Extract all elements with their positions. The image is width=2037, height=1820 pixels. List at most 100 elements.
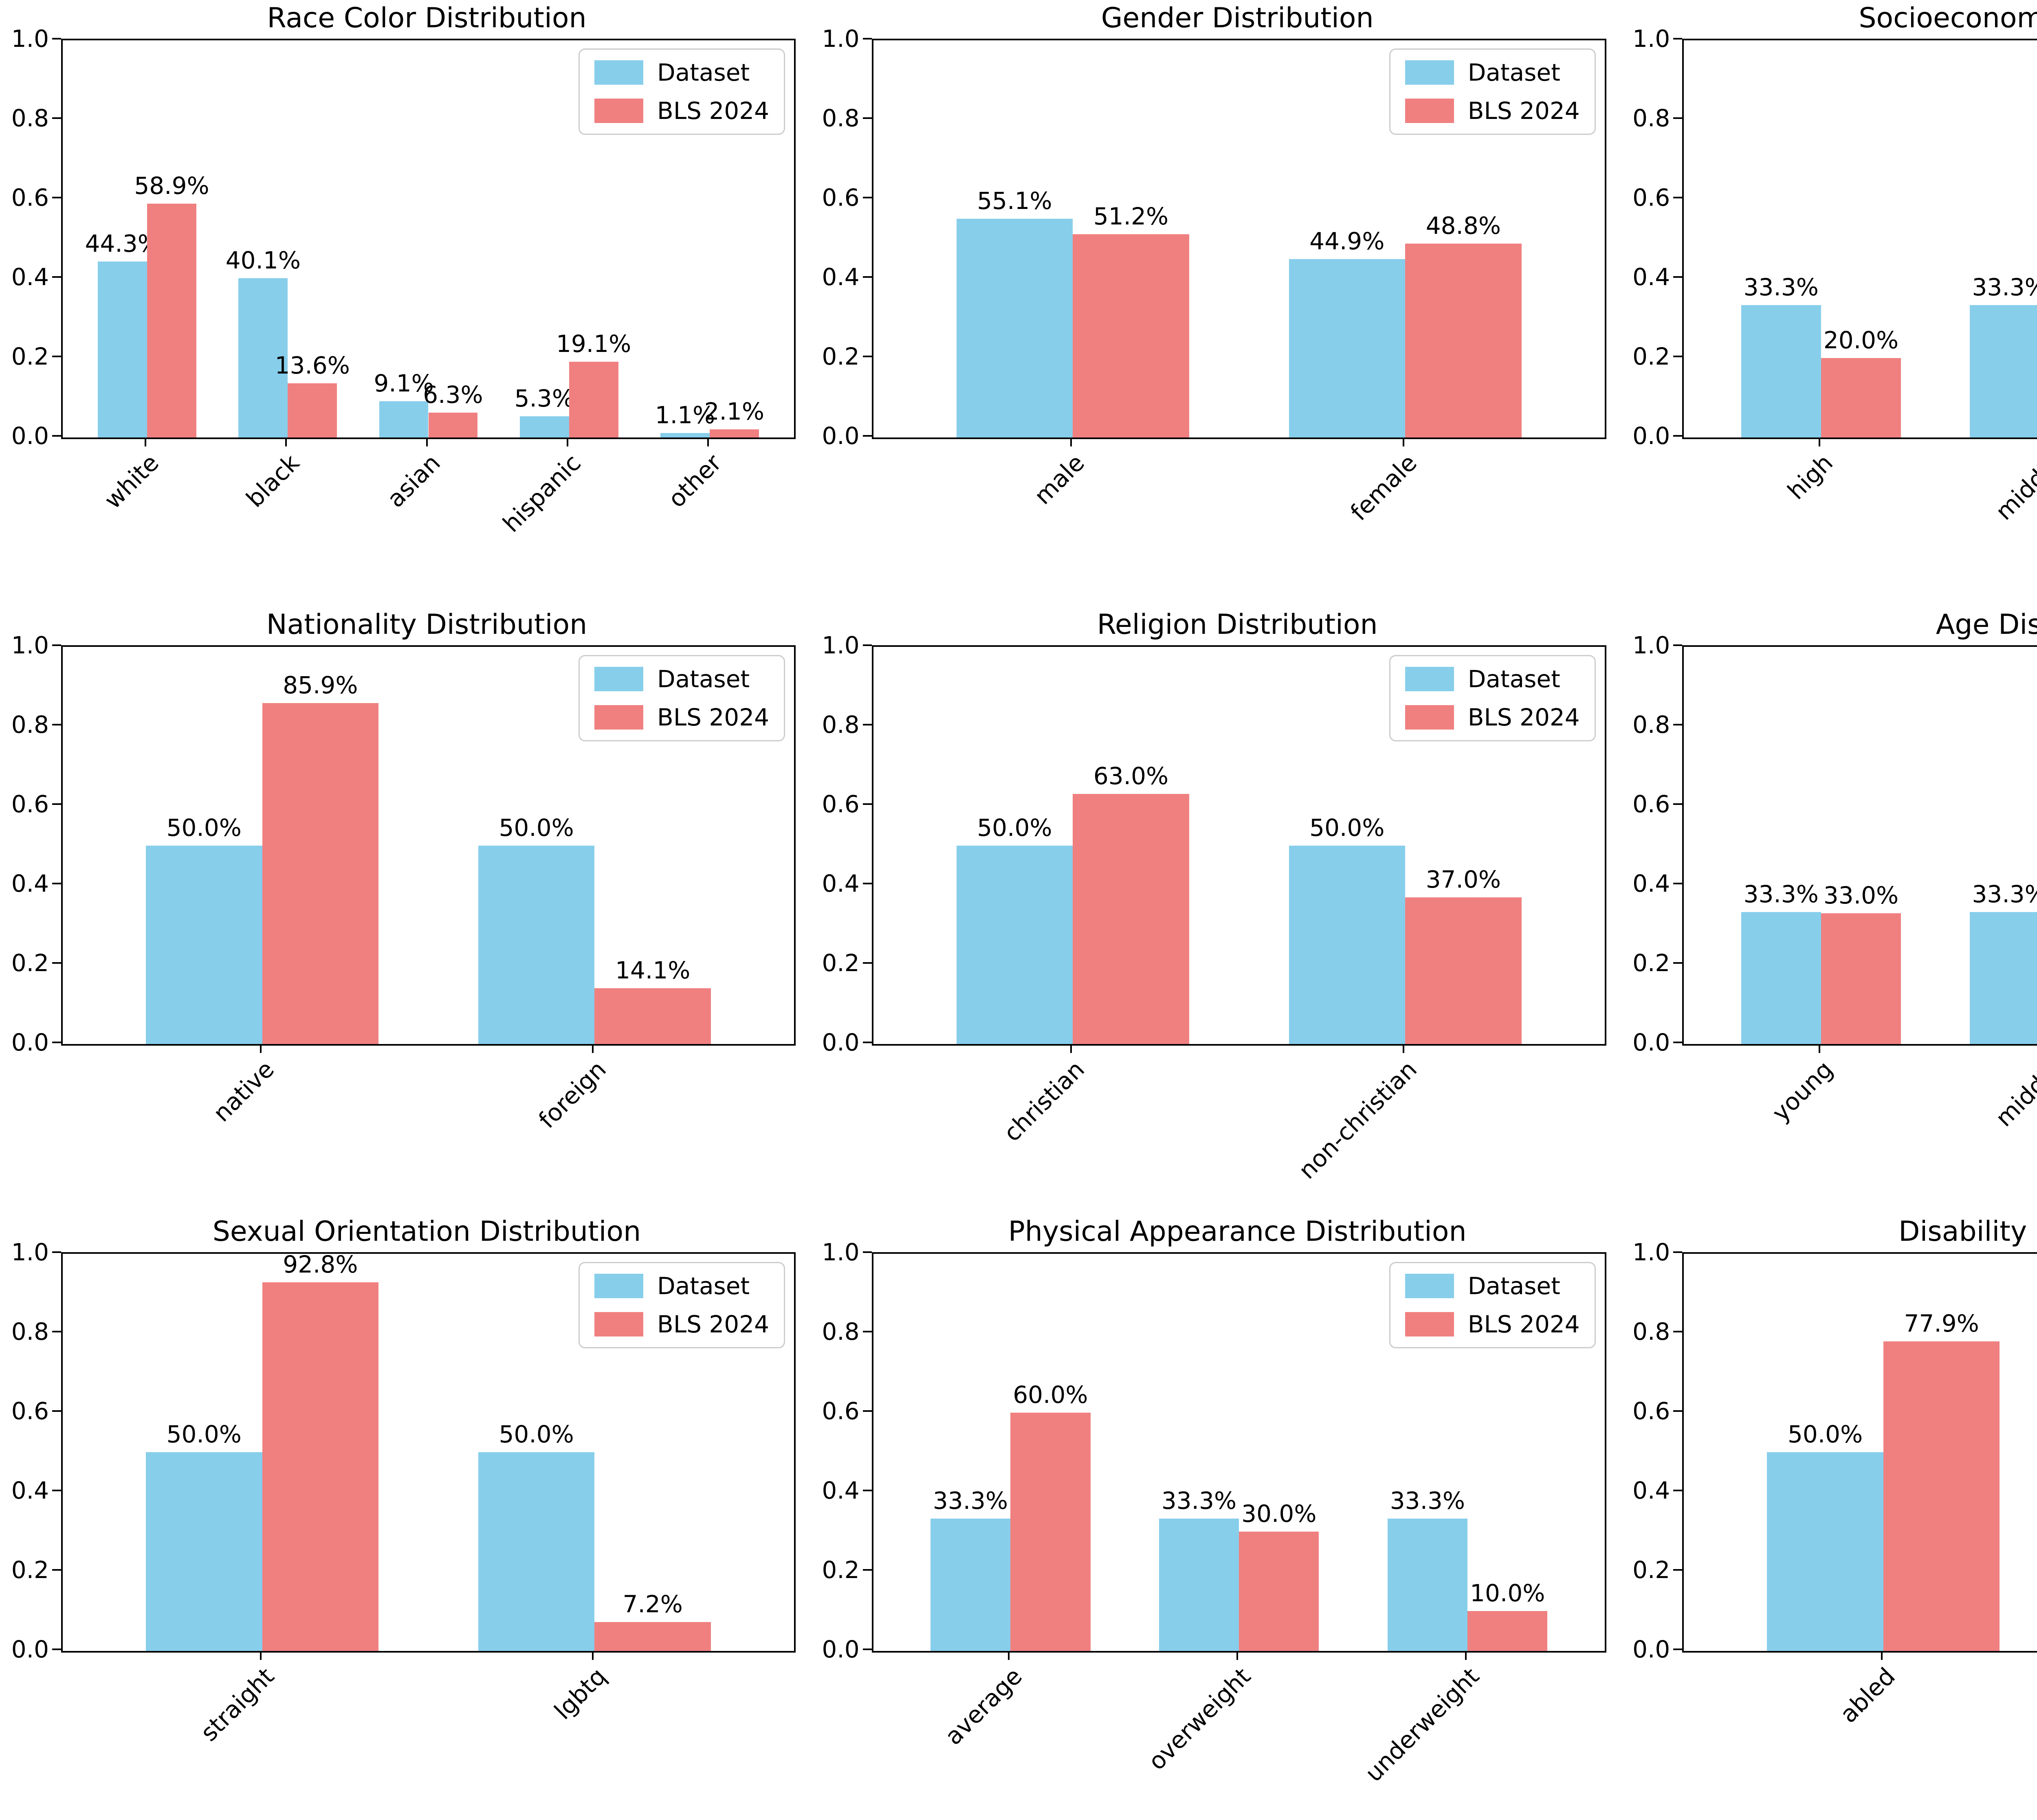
legend-item: BLS 2024	[594, 704, 769, 730]
bar-value-label: 37.0%	[1425, 865, 1501, 893]
legend-label: BLS 2024	[657, 1310, 769, 1338]
legend-label: BLS 2024	[657, 97, 769, 125]
bar-dataset	[478, 1452, 595, 1651]
bar-value-label: 55.1%	[977, 187, 1052, 215]
bar-value-label: 50.0%	[1309, 813, 1385, 842]
y-tick	[862, 1042, 872, 1044]
plot-area: 55.1% 51.2% 44.9% 48.8% Dataset BLS 2024	[871, 39, 1606, 439]
y-tick	[52, 803, 61, 805]
bar-value-label: 33.3%	[1390, 1486, 1465, 1514]
y-tick-label: 1.0	[11, 1238, 49, 1266]
bar-dataset	[660, 433, 710, 437]
y-tick	[862, 1489, 872, 1491]
y-tick	[52, 197, 61, 198]
bar-bls-2024	[262, 703, 379, 1044]
y-tick	[862, 1251, 872, 1253]
legend-swatch-bls-2024	[1405, 99, 1454, 123]
legend-label: Dataset	[1467, 59, 1560, 86]
legend: Dataset BLS 2024	[579, 1262, 785, 1348]
bar-bls-2024	[1073, 234, 1189, 437]
chart-title: Socioeconomic Distribution	[1859, 2, 2037, 34]
bar-dataset	[1159, 1518, 1239, 1651]
bar-value-label: 60.0%	[1013, 1380, 1088, 1409]
y-tick	[1673, 1330, 1683, 1332]
x-tick	[1008, 1651, 1010, 1660]
bar-bls-2024	[1073, 794, 1189, 1044]
bar-dataset	[1741, 912, 1821, 1044]
y-tick	[862, 197, 872, 198]
plot-area: 33.3% 60.0% 33.3% 30.0% 33.3% 10.0% Dataset BLS…	[871, 1252, 1606, 1653]
legend-item: Dataset	[594, 1273, 769, 1299]
y-tick-label: 0.4	[1632, 263, 1670, 291]
y-tick-label: 0.6	[11, 1397, 49, 1425]
legend-item: Dataset	[1405, 1273, 1580, 1299]
bar-bls-2024	[594, 988, 711, 1044]
x-tick-label: young	[1766, 1055, 1838, 1127]
y-tick	[52, 1569, 61, 1571]
y-tick-label: 1.0	[11, 25, 49, 53]
bar-dataset	[930, 1518, 1011, 1651]
y-tick-label: 0.8	[11, 1317, 49, 1345]
y-tick-label: 1.0	[1632, 1238, 1670, 1266]
legend-label: BLS 2024	[1467, 703, 1580, 732]
x-tick-label: lgbtq	[549, 1662, 612, 1725]
legend: Dataset BLS 2024	[1389, 1262, 1596, 1348]
y-tick	[862, 724, 872, 726]
y-tick-label: 0.6	[822, 1397, 860, 1425]
y-tick	[1673, 1569, 1683, 1571]
legend-label: BLS 2024	[1467, 97, 1580, 125]
chart-title: Sexual Orientation Distribution	[212, 1215, 641, 1248]
y-tick	[1673, 117, 1683, 119]
y-tick-label: 0.6	[1632, 790, 1670, 818]
y-tick-label: 0.4	[822, 1476, 860, 1504]
x-tick	[1818, 1044, 1820, 1053]
bar-bls-2024	[1405, 244, 1522, 437]
y-tick-label: 1.0	[1632, 631, 1670, 659]
x-tick-label: middle	[1990, 448, 2037, 526]
y-tick-label: 0.4	[822, 263, 860, 291]
legend-swatch-bls-2024	[594, 705, 644, 730]
bar-dataset	[1767, 1452, 1883, 1651]
y-tick-label: 0.8	[1632, 104, 1670, 132]
bar-dataset	[956, 218, 1073, 437]
x-tick-label: foreign	[533, 1055, 612, 1134]
chart-title: Religion Distribution	[1097, 609, 1378, 641]
bar-value-label: 33.3%	[1972, 880, 2037, 908]
y-tick	[862, 435, 872, 437]
x-tick	[145, 437, 147, 446]
y-tick	[52, 1489, 61, 1491]
x-tick-label: high	[1782, 448, 1838, 505]
y-tick	[1673, 724, 1683, 726]
x-tick-label: overweight	[1143, 1662, 1256, 1776]
bar-value-label: 44.9%	[1309, 227, 1385, 255]
y-tick	[862, 644, 872, 646]
y-tick-label: 0.6	[1632, 1397, 1670, 1425]
chart-title: Physical Appearance Distribution	[1008, 1215, 1467, 1248]
x-tick	[707, 437, 709, 446]
x-tick	[1465, 1651, 1467, 1660]
y-tick	[52, 117, 61, 119]
bar-bls-2024	[1467, 1611, 1548, 1651]
bar-value-label: 40.0%	[2024, 854, 2037, 880]
chart-title: Nationality Distribution	[266, 609, 587, 641]
y-tick	[1673, 356, 1683, 357]
x-tick	[1070, 437, 1072, 446]
subplot-sexual-orientation-distribution: Sexual Orientation Distribution straight l…	[0, 1213, 811, 1820]
bar-value-label: 50.0%	[499, 813, 574, 842]
y-tick	[52, 1410, 61, 1412]
bar-value-label: 92.8%	[283, 1250, 358, 1278]
y-tick-label: 1.0	[1632, 25, 1670, 53]
bar-value-label: 19.1%	[556, 330, 631, 358]
bar-value-label: 13.6%	[275, 352, 350, 380]
bar-bls-2024	[709, 429, 759, 437]
bar-value-label: 9.1%	[374, 369, 434, 398]
bar-bls-2024	[288, 383, 337, 437]
legend-swatch-bls-2024	[594, 99, 644, 123]
plot-area: 50.0% 92.8% 50.0% 7.2% Dataset BLS 2024	[61, 1250, 796, 1653]
bar-dataset	[379, 401, 429, 437]
y-tick	[52, 883, 61, 885]
bar-value-label: 33.3%	[1972, 273, 2037, 301]
x-tick	[285, 437, 287, 446]
legend-item: BLS 2024	[1405, 98, 1580, 124]
y-tick	[862, 1410, 872, 1412]
